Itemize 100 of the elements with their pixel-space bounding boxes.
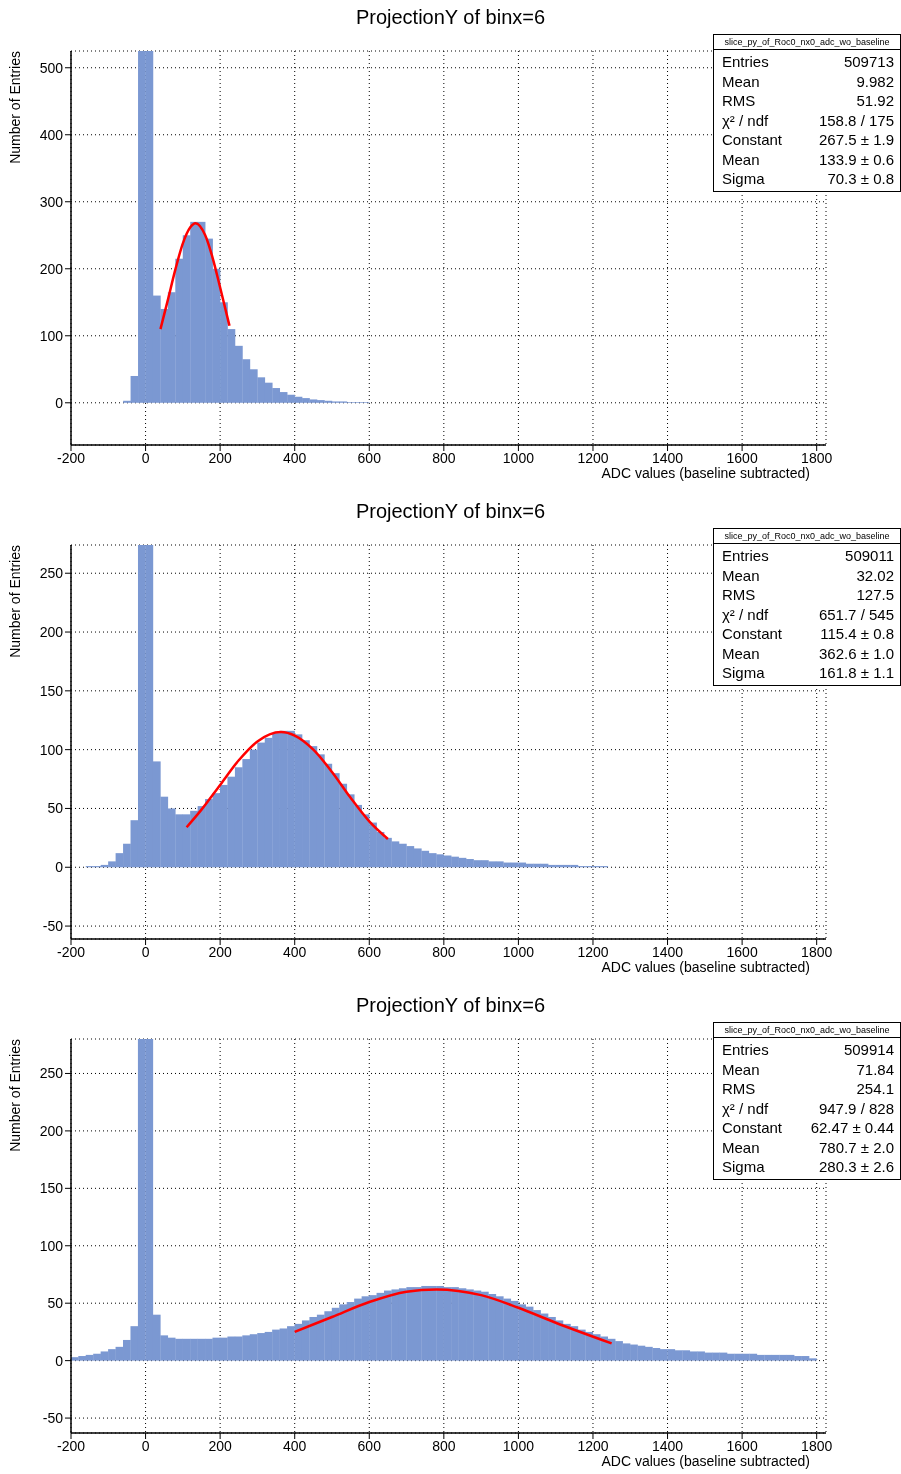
annotation: RMS xyxy=(722,91,756,111)
text: 51.92 xyxy=(856,91,894,111)
y-tick-label: 100 xyxy=(39,741,64,758)
annotation: 115.4 ± 0.8 xyxy=(820,624,894,644)
x-tick-label: 400 xyxy=(283,449,307,466)
y-tick-label: 400 xyxy=(39,126,64,143)
annotation: Mean xyxy=(722,1059,760,1079)
x-tick-label: 600 xyxy=(357,943,382,960)
x-tick-label: 1600 xyxy=(726,449,758,466)
text: slice_py_of_Roc0_nx0_adc_wo_baseline xyxy=(714,1023,900,1038)
x-tick-label: 1800 xyxy=(801,1437,833,1454)
x-tick-label: 200 xyxy=(208,1437,233,1454)
text: 254.1 xyxy=(856,1079,894,1099)
y-tick-label: 0 xyxy=(55,1352,64,1369)
annotation: Constant xyxy=(722,130,783,150)
x-tick-label: 0 xyxy=(141,1437,150,1454)
annotation: RMS xyxy=(722,1079,756,1099)
x-tick-label: 1000 xyxy=(502,943,535,960)
annotation: Mean xyxy=(722,643,760,663)
x-tick-label: 0 xyxy=(141,943,150,960)
annotation: 62.47 ± 0.44 xyxy=(810,1118,894,1138)
y-tick-label: 300 xyxy=(39,193,64,210)
text: 509011 xyxy=(845,546,894,566)
x-tick-label: 1200 xyxy=(577,1437,609,1454)
annotation: 133.9 ± 0.6 xyxy=(819,149,894,169)
x-tick-label: 1400 xyxy=(651,943,684,960)
y-tick-label: 150 xyxy=(39,682,64,699)
x-tick-label: 1200 xyxy=(577,943,609,960)
x-tick-label: 1800 xyxy=(801,943,833,960)
annotation: Mean xyxy=(722,71,760,91)
annotation: 161.8 ± 1.1 xyxy=(819,663,894,683)
y-tick-label: 200 xyxy=(39,260,64,277)
x-tick-label: 1600 xyxy=(726,1437,758,1454)
annotation: 947.9 / 828 xyxy=(818,1098,894,1118)
x-tick-label: -200 xyxy=(56,449,86,466)
text: 509713 xyxy=(843,52,894,72)
chart-title: ProjectionY of binx=6 xyxy=(354,500,547,523)
annotation: Constant xyxy=(722,624,783,644)
annotation: 780.7 ± 2.0 xyxy=(819,1137,894,1157)
x-tick-label: 1600 xyxy=(726,943,758,960)
annotation: χ² / ndf xyxy=(722,110,769,130)
text: 32.02 xyxy=(856,565,894,585)
y-axis-title: Number of Entries xyxy=(7,51,23,164)
x-tick-label: 1000 xyxy=(502,1437,535,1454)
y-tick-label: 0 xyxy=(55,859,64,876)
annotation: Entries xyxy=(722,1040,769,1060)
x-tick-label: 600 xyxy=(357,1437,382,1454)
x-tick-label: 400 xyxy=(283,943,307,960)
y-tick-label: 500 xyxy=(39,59,64,76)
x-tick-label: 200 xyxy=(208,943,233,960)
annotation: Constant xyxy=(722,1118,783,1138)
y-tick-label: 200 xyxy=(39,1122,64,1139)
text: 127.5 xyxy=(856,585,894,605)
x-tick-label: 1800 xyxy=(801,449,833,466)
x-tick-label: 800 xyxy=(432,1437,456,1454)
x-axis-title: ADC values (baseline subtracted) xyxy=(601,465,810,481)
y-tick-label: 250 xyxy=(39,565,64,582)
text: 509914 xyxy=(843,1040,894,1060)
y-axis-title: Number of Entries xyxy=(7,545,23,658)
annotation: RMS xyxy=(722,585,756,605)
y-tick-label: 100 xyxy=(39,327,64,344)
x-tick-label: 800 xyxy=(432,449,456,466)
annotation: Entries xyxy=(722,52,769,72)
y-tick-label: 0 xyxy=(55,394,64,411)
y-axis-title: Number of Entries xyxy=(7,1039,23,1152)
annotation: Sigma xyxy=(722,1157,765,1177)
x-tick-label: -200 xyxy=(56,943,86,960)
y-tick-label: 50 xyxy=(47,1295,64,1312)
y-tick-label: 200 xyxy=(39,624,64,640)
x-axis-title: ADC values (baseline subtracted) xyxy=(601,959,810,975)
x-tick-label: -200 xyxy=(56,1437,86,1454)
annotation: 651.7 / 545 xyxy=(818,604,894,624)
annotation: 267.5 ± 1.9 xyxy=(819,130,894,150)
x-tick-label: 800 xyxy=(432,943,456,960)
y-tick-label: 150 xyxy=(39,1180,64,1197)
y-tick-label: 250 xyxy=(39,1065,64,1082)
annotation: Mean xyxy=(722,565,760,585)
x-tick-label: 1000 xyxy=(502,449,535,466)
annotation: Sigma xyxy=(722,169,765,189)
annotation: Mean xyxy=(722,149,760,169)
y-tick-label: -50 xyxy=(42,1410,64,1427)
text: 71.84 xyxy=(856,1059,894,1079)
x-tick-label: 1400 xyxy=(651,449,684,466)
x-tick-label: 400 xyxy=(283,1437,307,1454)
annotation: 362.6 ± 1.0 xyxy=(819,643,894,663)
text: 70.3 ± 0.8 xyxy=(827,169,894,189)
x-tick-label: 0 xyxy=(141,449,150,466)
chart-title: ProjectionY of binx=6 xyxy=(354,994,547,1017)
y-tick-label: 100 xyxy=(39,1237,64,1254)
annotation: Mean xyxy=(722,1137,760,1157)
chart-title: ProjectionY of binx=6 xyxy=(354,6,547,29)
x-tick-label: 200 xyxy=(208,449,233,466)
text: slice_py_of_Roc0_nx0_adc_wo_baseline xyxy=(714,35,900,50)
annotation: 280.3 ± 2.6 xyxy=(819,1157,894,1177)
annotation: χ² / ndf xyxy=(722,1098,769,1118)
x-tick-label: 600 xyxy=(357,449,382,466)
y-tick-label: -50 xyxy=(42,918,64,935)
x-tick-label: 1400 xyxy=(651,1437,684,1454)
text: slice_py_of_Roc0_nx0_adc_wo_baseline xyxy=(714,529,900,544)
annotation: Entries xyxy=(722,546,769,566)
